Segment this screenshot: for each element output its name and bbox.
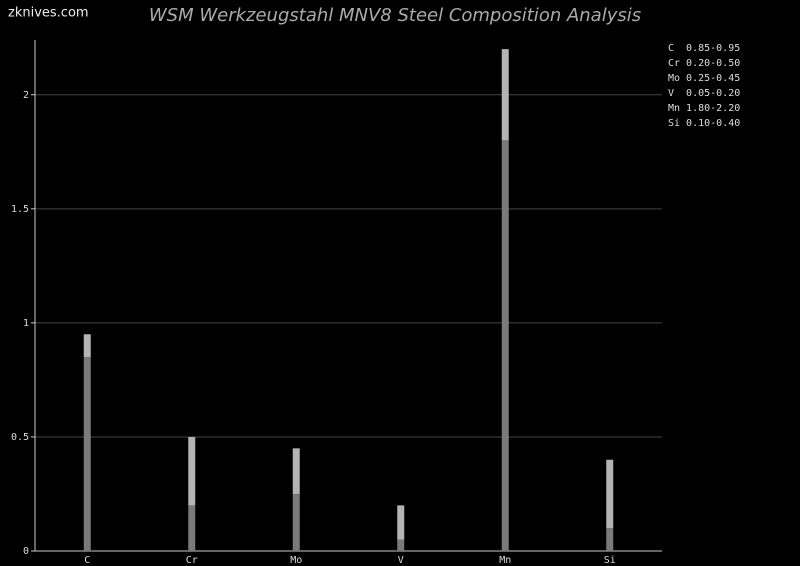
legend-entry: Mo 0.25-0.45 bbox=[668, 73, 740, 84]
bar-range bbox=[188, 436, 196, 506]
y-tick-label: 1 bbox=[23, 318, 29, 329]
bar-min bbox=[397, 539, 405, 551]
bar-min bbox=[292, 493, 300, 551]
legend-entry: C 0.85-0.95 bbox=[668, 43, 740, 54]
y-tick-label: 0.5 bbox=[11, 432, 29, 443]
chart-title: WSM Werkzeugstahl MNV8 Steel Composition… bbox=[149, 5, 641, 26]
y-tick-label: 0 bbox=[23, 546, 29, 557]
x-tick-label: Mo bbox=[290, 555, 302, 566]
x-tick-label: Mn bbox=[499, 555, 511, 566]
x-tick-label: C bbox=[84, 555, 90, 566]
bar-min bbox=[83, 357, 91, 551]
legend-entry: Cr 0.20-0.50 bbox=[668, 58, 740, 69]
x-tick-label: Cr bbox=[186, 555, 198, 566]
bar-min bbox=[606, 528, 614, 551]
legend-entry: V 0.05-0.20 bbox=[668, 88, 740, 99]
y-tick-label: 2 bbox=[23, 90, 29, 101]
x-tick-label: V bbox=[398, 555, 404, 566]
x-tick-label: Si bbox=[604, 555, 616, 566]
bar-range bbox=[397, 505, 405, 540]
legend-entry: Mn 1.80-2.20 bbox=[668, 103, 740, 114]
bar-min bbox=[501, 140, 509, 551]
bar-range bbox=[606, 459, 614, 529]
watermark: zknives.com bbox=[8, 6, 89, 21]
bar-range bbox=[501, 49, 509, 141]
bar-min bbox=[188, 505, 196, 551]
legend-entry: Si 0.10-0.40 bbox=[668, 118, 740, 129]
bar-range bbox=[83, 334, 91, 358]
y-tick-label: 1.5 bbox=[11, 204, 29, 215]
bar-range bbox=[292, 448, 300, 494]
